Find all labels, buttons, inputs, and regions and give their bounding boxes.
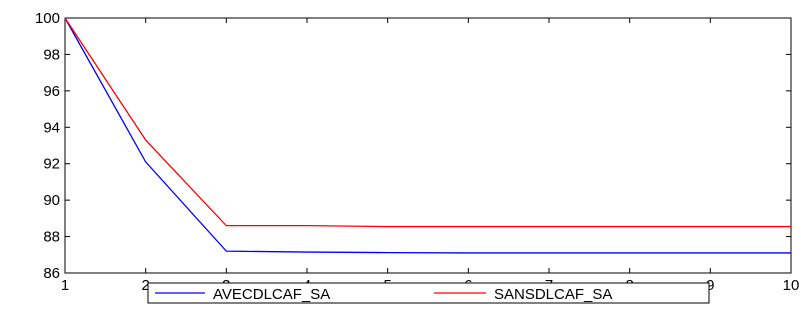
y-tick-label: 90 [43,192,60,209]
y-tick-label: 98 [43,46,60,63]
legend-box [147,282,710,304]
series-line-sansdlcaf-sa [64,17,791,228]
legend-label: AVECDLCAF_SA [213,286,330,303]
y-tick-label: 92 [43,156,60,173]
x-tick-label: 9 [706,277,714,294]
x-tick-label: 2 [141,277,149,294]
y-tick-label: 96 [43,83,60,100]
plot-area [64,17,792,274]
legend: AVECDLCAF_SA SANSDLCAF_SA [147,282,710,304]
y-axis: 86 88 90 92 94 96 98 100 [35,10,791,282]
y-tick-label: 94 [43,119,60,136]
series-layer [64,17,791,254]
y-tick-label: 86 [43,265,60,282]
x-tick-label: 10 [783,277,800,294]
y-tick-label: 88 [43,229,60,246]
y-tick-label: 100 [35,10,60,27]
legend-label: SANSDLCAF_SA [494,286,612,303]
series-line-avecdlcaf-sa [64,17,791,254]
plot-frame [64,17,792,274]
x-tick-label: 1 [61,277,69,294]
